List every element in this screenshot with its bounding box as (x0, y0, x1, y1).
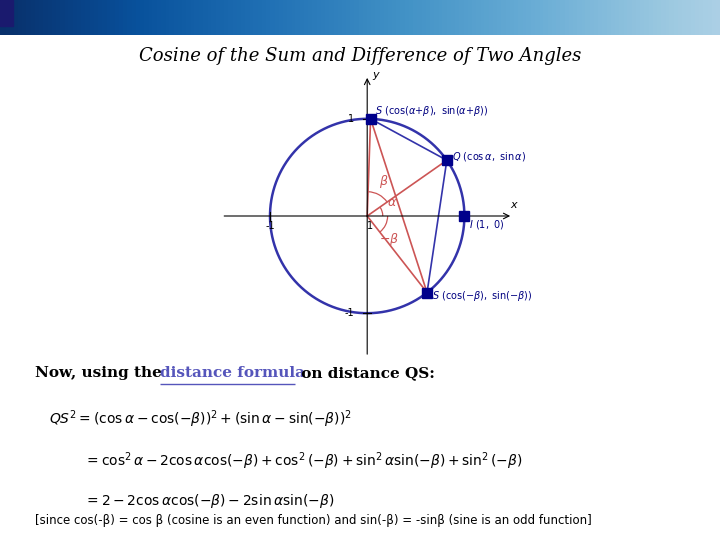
Text: -1: -1 (265, 221, 275, 231)
Text: distance formula: distance formula (160, 366, 305, 380)
Text: Now, using the: Now, using the (35, 366, 168, 380)
Text: $\alpha$: $\alpha$ (387, 196, 397, 210)
Text: $-\beta$: $-\beta$ (379, 231, 399, 248)
Text: -1: -1 (345, 308, 354, 318)
Text: $x$: $x$ (510, 200, 519, 210)
Text: $Q\ (\cos\alpha,\ \sin\alpha)$: $Q\ (\cos\alpha,\ \sin\alpha)$ (451, 150, 526, 163)
Text: [since cos(-β) = cos β (cosine is an even function) and sin(-β) = -sinβ (sine is: [since cos(-β) = cos β (cosine is an eve… (35, 514, 592, 527)
Text: Cosine of the Sum and Difference of Two Angles: Cosine of the Sum and Difference of Two … (139, 47, 581, 65)
Bar (0, 0, 13, 26)
Text: $QS^{2} = (\cos\alpha - \cos(-\beta))^{2}+(\sin\alpha - \sin(-\beta))^{2}$: $QS^{2} = (\cos\alpha - \cos(-\beta))^{2… (49, 408, 352, 429)
Text: 1: 1 (348, 114, 354, 124)
Text: $I\ (1,\ 0)$: $I\ (1,\ 0)$ (469, 218, 505, 231)
Text: $= \cos^{2}\alpha - 2\cos\alpha\cos(-\beta) + \cos^{2}(-\beta) + \sin^{2}\alpha\: $= \cos^{2}\alpha - 2\cos\alpha\cos(-\be… (84, 450, 523, 472)
Text: $S\ (\cos(\alpha{+}\beta),\ \sin(\alpha{+}\beta))$: $S\ (\cos(\alpha{+}\beta),\ \sin(\alpha{… (375, 104, 489, 118)
Text: $\beta$: $\beta$ (379, 173, 389, 190)
Text: $y$: $y$ (372, 70, 381, 82)
Text: $S\ (\cos(-\beta),\ \sin(-\beta))$: $S\ (\cos(-\beta),\ \sin(-\beta))$ (432, 289, 533, 303)
Text: $= 2 - 2\cos\alpha\cos(-\beta) - 2\sin\alpha\sin(-\beta)$: $= 2 - 2\cos\alpha\cos(-\beta) - 2\sin\a… (84, 492, 334, 510)
Text: on distance QS:: on distance QS: (296, 366, 435, 380)
Text: 1: 1 (367, 221, 374, 231)
